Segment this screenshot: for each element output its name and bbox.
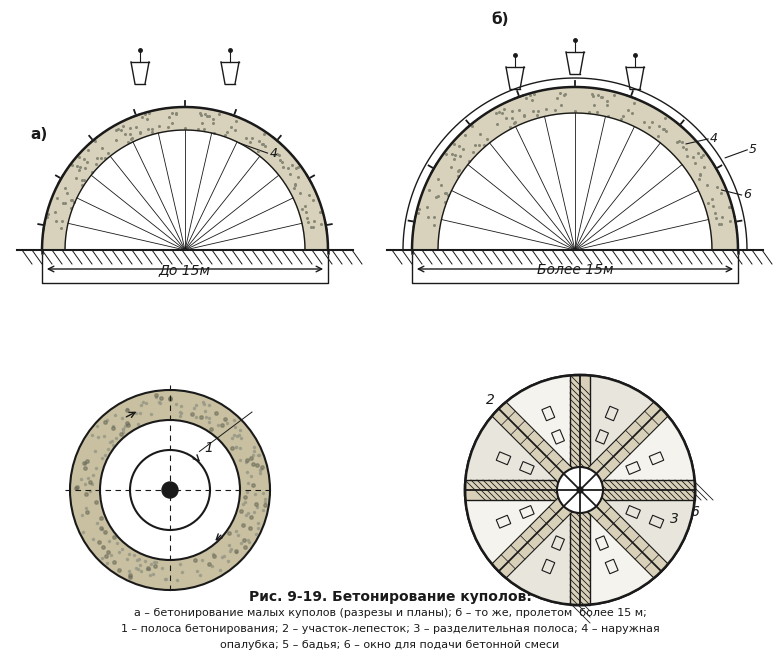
Wedge shape bbox=[580, 490, 695, 572]
Circle shape bbox=[100, 420, 240, 560]
Text: а): а) bbox=[30, 127, 47, 142]
Text: 1: 1 bbox=[204, 441, 213, 455]
Polygon shape bbox=[491, 402, 669, 578]
Polygon shape bbox=[42, 107, 328, 250]
Circle shape bbox=[557, 467, 603, 513]
Text: б): б) bbox=[491, 12, 508, 27]
Bar bbox=[596, 430, 608, 444]
Bar bbox=[542, 406, 555, 421]
Wedge shape bbox=[499, 490, 580, 605]
Text: Рис. 9-19. Бетонирование куполов:: Рис. 9-19. Бетонирование куполов: bbox=[248, 590, 531, 604]
Bar bbox=[649, 515, 664, 528]
Wedge shape bbox=[580, 375, 662, 490]
Polygon shape bbox=[412, 87, 738, 250]
Bar bbox=[570, 375, 590, 605]
Circle shape bbox=[577, 487, 583, 493]
Circle shape bbox=[465, 375, 695, 605]
Text: опалубка; 5 – бадья; 6 – окно для подачи бетонной смеси: опалубка; 5 – бадья; 6 – окно для подачи… bbox=[220, 640, 560, 650]
Text: До 15м: До 15м bbox=[159, 263, 211, 277]
Text: Более 15м: Более 15м bbox=[537, 263, 613, 277]
Text: 4: 4 bbox=[269, 147, 277, 160]
Bar bbox=[496, 515, 511, 528]
Text: а – бетонирование малых куполов (разрезы и планы); б – то же, пролетом  более 15: а – бетонирование малых куполов (разрезы… bbox=[134, 608, 647, 618]
Wedge shape bbox=[580, 490, 662, 605]
Bar bbox=[551, 536, 565, 550]
Bar bbox=[465, 480, 695, 500]
Text: 3: 3 bbox=[670, 512, 679, 526]
Bar bbox=[626, 506, 640, 518]
Bar bbox=[542, 559, 555, 573]
Bar bbox=[519, 461, 534, 475]
Text: 4: 4 bbox=[710, 133, 718, 145]
Bar bbox=[605, 406, 618, 421]
Text: 6: 6 bbox=[690, 505, 699, 519]
Circle shape bbox=[70, 390, 270, 590]
Bar bbox=[649, 452, 664, 465]
Wedge shape bbox=[465, 408, 580, 490]
Circle shape bbox=[130, 450, 210, 530]
Wedge shape bbox=[499, 375, 580, 490]
Text: 1 – полоса бетонирования; 2 – участок-лепесток; 3 – разделительная полоса; 4 – н: 1 – полоса бетонирования; 2 – участок-ле… bbox=[120, 624, 659, 634]
Text: 5: 5 bbox=[749, 143, 758, 156]
Bar bbox=[626, 461, 640, 475]
Polygon shape bbox=[491, 402, 669, 578]
Bar bbox=[519, 506, 534, 518]
Bar bbox=[551, 430, 565, 444]
Bar bbox=[496, 452, 511, 465]
Wedge shape bbox=[580, 408, 695, 490]
Circle shape bbox=[162, 482, 178, 498]
Bar bbox=[605, 559, 618, 573]
Wedge shape bbox=[465, 490, 580, 572]
Text: 6: 6 bbox=[744, 188, 751, 202]
Text: 2: 2 bbox=[486, 393, 494, 407]
Bar bbox=[596, 536, 608, 550]
